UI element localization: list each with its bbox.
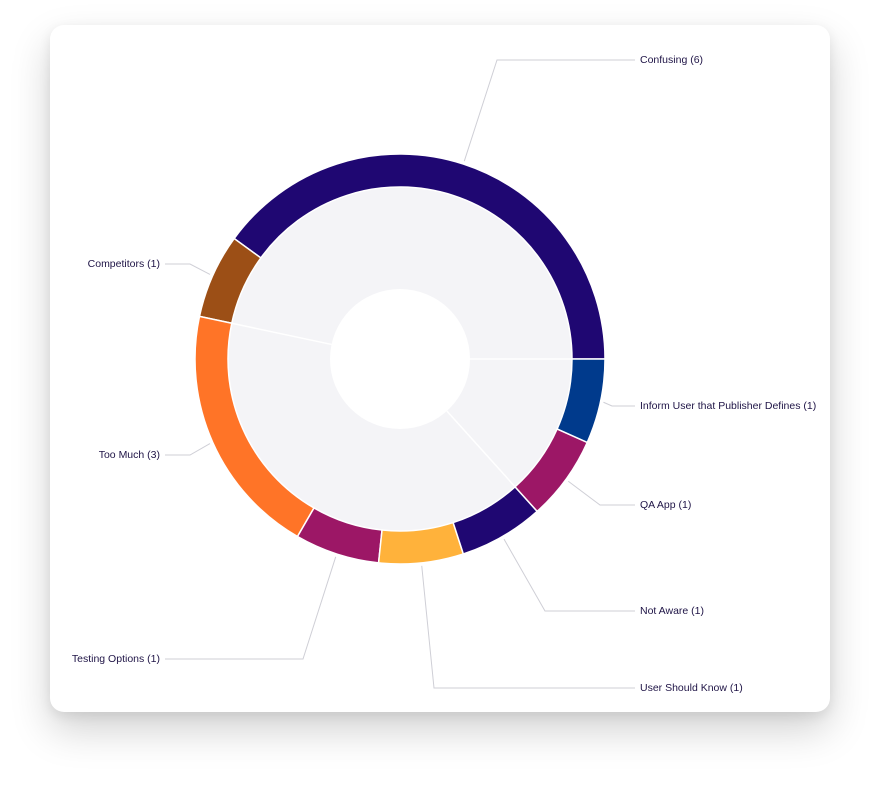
leader-line [165, 263, 211, 275]
spoke [231, 322, 332, 346]
leader-line [503, 538, 635, 612]
spoke [446, 410, 516, 488]
center-hole [330, 289, 470, 429]
donut-segment [556, 358, 606, 444]
leader-line [165, 443, 211, 456]
leader-line [567, 480, 635, 506]
segment-label: User Should Know (1) [640, 682, 743, 694]
leader-line [603, 401, 635, 407]
leader-line [421, 565, 635, 689]
segment-label: QA App (1) [640, 499, 691, 511]
segment-label: Inform User that Publisher Defines (1) [640, 400, 816, 412]
segment-label: Confusing (6) [640, 54, 703, 66]
segment-label: Testing Options (1) [72, 653, 160, 665]
segment-label: Not Aware (1) [640, 605, 704, 617]
leader-line [165, 556, 337, 660]
segment-label: Competitors (1) [88, 258, 160, 270]
segment-label: Too Much (3) [99, 449, 160, 461]
leader-line [463, 59, 635, 162]
